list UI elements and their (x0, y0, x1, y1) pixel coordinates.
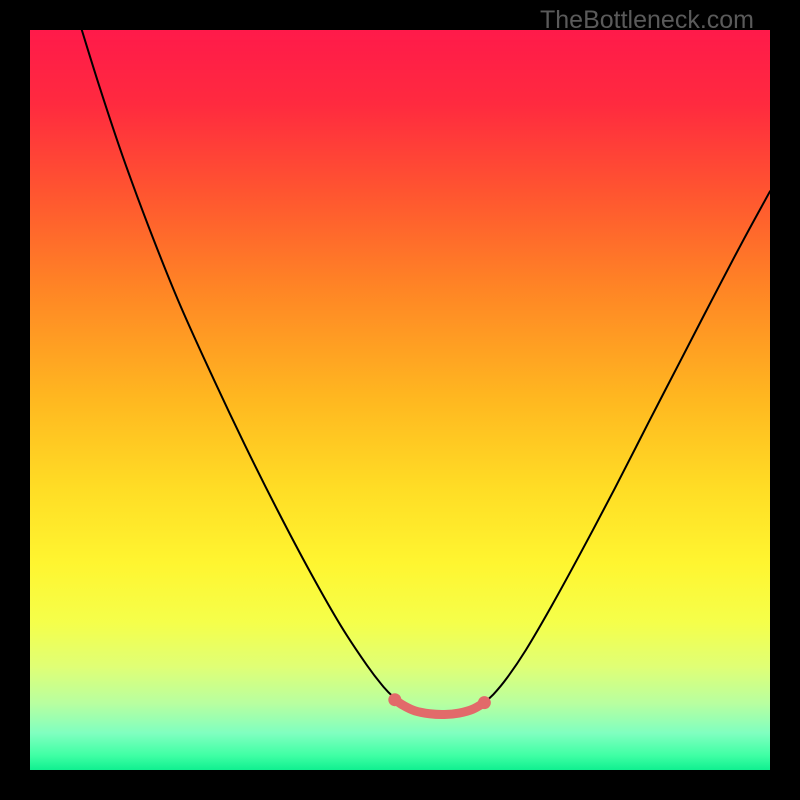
chart-svg (0, 0, 800, 800)
bottleneck-chart: TheBottleneck.com (0, 0, 800, 800)
optimal-range-end-icon (478, 696, 491, 709)
watermark-text: TheBottleneck.com (540, 6, 754, 35)
plot-background (30, 30, 770, 770)
optimal-range-start-icon (388, 693, 401, 706)
